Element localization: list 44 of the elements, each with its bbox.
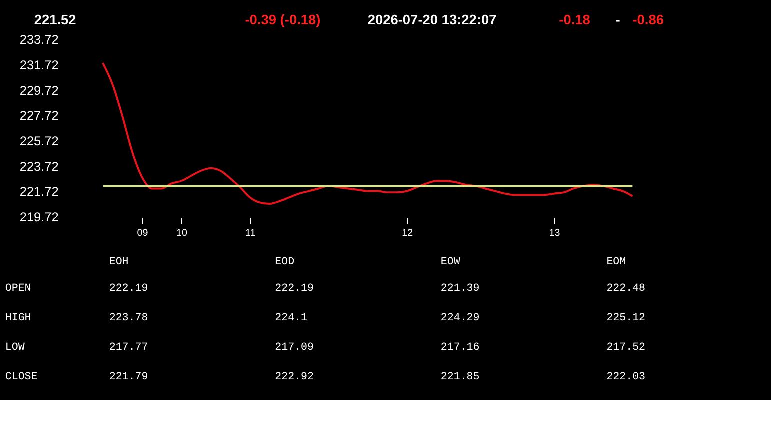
data-label: 222.19 [109, 283, 148, 296]
y-tick-label: OPEN [5, 283, 32, 296]
data-label: 217.16 [440, 342, 480, 354]
chart-title: 221.52 [34, 12, 77, 28]
y-tick-label: 231.72 [20, 57, 59, 72]
x-tick-label: 13 [549, 228, 561, 239]
x-tick-label: 09 [137, 228, 148, 239]
x-tick-label: EOD [275, 256, 295, 268]
x-tick-label: EOW [440, 256, 461, 268]
line-series [102, 62, 634, 205]
y-tick-label: 227.72 [20, 108, 59, 124]
y-tick-label: 221.72 [20, 184, 59, 200]
y-tick-label: 225.72 [20, 133, 59, 148]
data-label: 221.39 [440, 283, 480, 296]
x-tick-label: 12 [402, 228, 414, 239]
y-tick-label: 233.72 [20, 32, 59, 48]
text: - [616, 12, 621, 28]
data-label: 222.19 [275, 283, 314, 296]
y-tick-label: 223.72 [20, 158, 59, 174]
text: -0.86 [632, 12, 664, 28]
x-tick-label: 11 [246, 228, 256, 239]
x-tick-label: EOM [606, 256, 626, 268]
x-tick-label: EOH [109, 256, 129, 268]
y-tick-label: 219.72 [20, 210, 59, 225]
data-label: 217.77 [109, 342, 148, 354]
data-label: 224.1 [275, 312, 308, 325]
data-label: 217.09 [275, 342, 314, 354]
data-label: 217.52 [606, 342, 646, 354]
data-label: 221.79 [109, 372, 148, 384]
data-label: 222.03 [606, 372, 646, 384]
data-label: 223.78 [109, 312, 148, 325]
data-label: 222.92 [275, 372, 314, 384]
text: 2026-07-20 13:22:07 [368, 12, 498, 28]
data-label: 222.48 [606, 283, 646, 296]
data-label: 225.12 [606, 312, 646, 325]
text: -0.18 [559, 12, 591, 28]
text: -0.39 (-0.18) [245, 12, 321, 28]
data-label: 224.29 [440, 312, 480, 325]
data-label: 221.85 [440, 372, 480, 384]
y-tick-label: LOW [5, 342, 26, 354]
y-tick-label: 229.72 [20, 82, 59, 98]
x-tick-label: 10 [176, 228, 188, 239]
y-tick-label: HIGH [5, 312, 32, 325]
y-tick-label: CLOSE [5, 372, 38, 384]
